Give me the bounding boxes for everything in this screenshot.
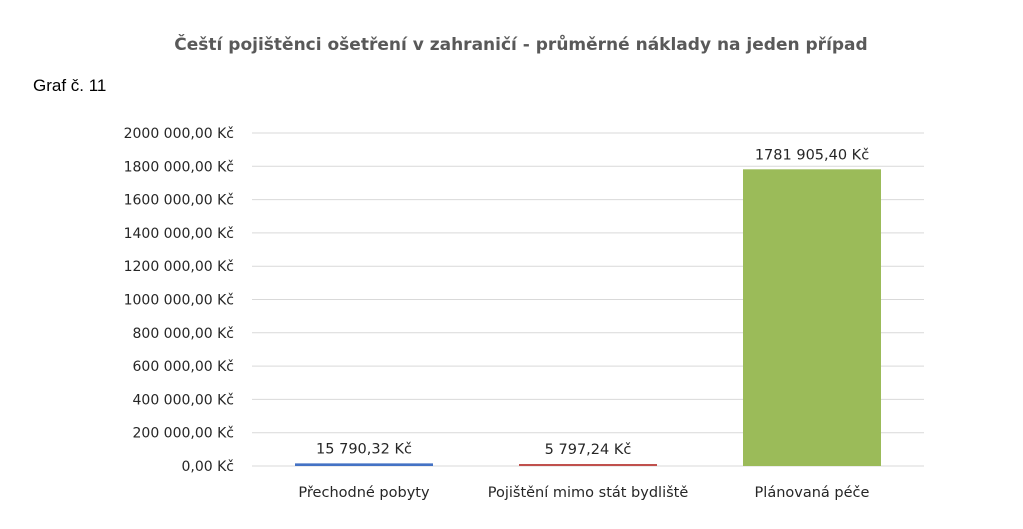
- bars: [295, 169, 881, 466]
- graf-label: Graf č. 11: [33, 76, 106, 95]
- y-tick-label: 0,00 Kč: [182, 459, 235, 475]
- y-tick-label: 1000 000,00 Kč: [124, 293, 234, 309]
- y-tick-label: 1400 000,00 Kč: [124, 226, 234, 242]
- x-axis-categories: Přechodné pobyty Pojištění mimo stát bydl…: [298, 485, 869, 501]
- gridlines: [252, 132, 924, 467]
- category-label: Pojištění mimo stát bydliště: [488, 485, 689, 501]
- y-axis-ticks: 0,00 Kč 200 000,00 Kč 400 000,00 Kč 600 000…: [124, 126, 234, 475]
- data-label: 5 797,24 Kč: [545, 442, 632, 458]
- data-labels: 15 790,32 Kč 5 797,24 Kč 1781 905,40 Kč: [316, 147, 869, 458]
- y-tick-label: 1200 000,00 Kč: [124, 259, 234, 275]
- y-tick-label: 1800 000,00 Kč: [124, 159, 234, 175]
- y-tick-label: 200 000,00 Kč: [133, 426, 235, 442]
- data-label: 1781 905,40 Kč: [755, 147, 869, 163]
- y-tick-label: 800 000,00 Kč: [133, 326, 235, 342]
- y-tick-label: 2000 000,00 Kč: [124, 126, 234, 142]
- bar: [743, 169, 881, 466]
- data-label: 15 790,32 Kč: [316, 441, 412, 457]
- y-tick-label: 600 000,00 Kč: [133, 359, 235, 375]
- category-label: Přechodné pobyty: [298, 485, 430, 501]
- bar: [295, 463, 433, 466]
- category-label: Plánovaná péče: [755, 485, 870, 501]
- bar: [519, 464, 657, 466]
- chart-title: Čeští pojištěnci ošetření v zahraničí - …: [174, 33, 867, 55]
- y-tick-label: 400 000,00 Kč: [133, 392, 235, 408]
- y-tick-label: 1600 000,00 Kč: [124, 193, 234, 209]
